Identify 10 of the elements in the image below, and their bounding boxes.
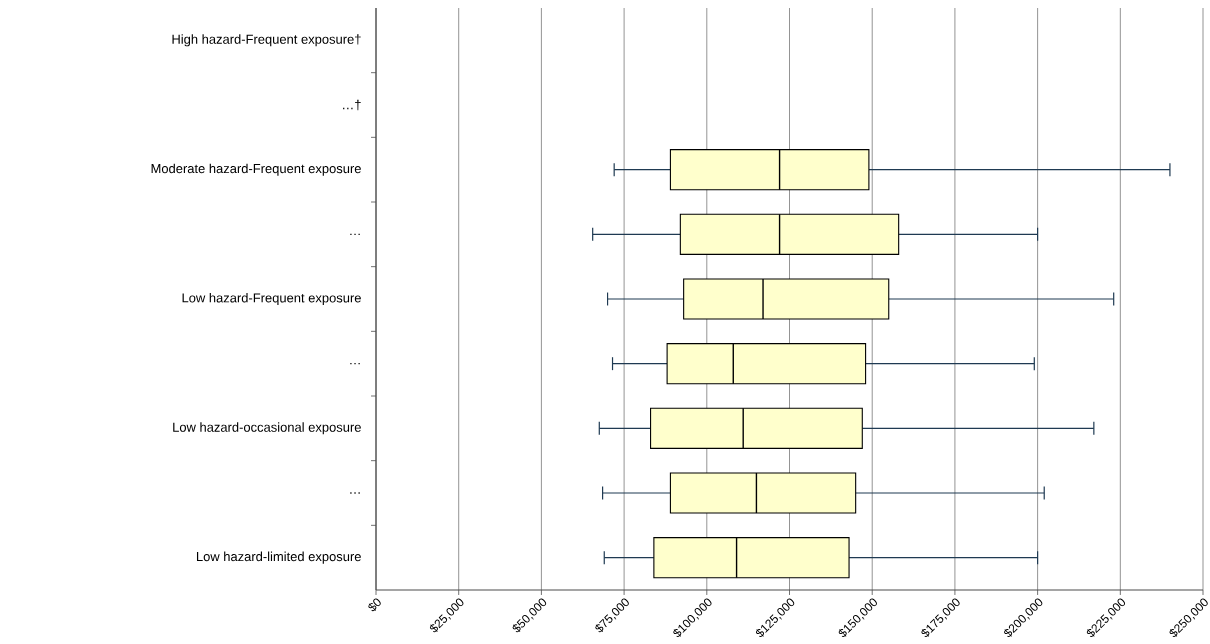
- y-tick-label: Low hazard-Frequent exposure: [182, 292, 361, 306]
- y-tick-label: …†: [343, 99, 361, 111]
- y-tick-label: Low hazard-limited exposure: [196, 551, 361, 564]
- y-tick-label: …: [350, 492, 360, 494]
- x-tick-label: $0: [368, 598, 381, 612]
- y-tick-label: Low hazard-occasional exposure: [173, 422, 361, 435]
- y-tick-label: High hazard-Frequent exposure†: [172, 34, 361, 47]
- y-tick-label: Moderate hazard-Frequent exposure: [151, 163, 361, 176]
- y-tick-label: …: [350, 233, 360, 236]
- y-tick-label: …: [350, 362, 360, 365]
